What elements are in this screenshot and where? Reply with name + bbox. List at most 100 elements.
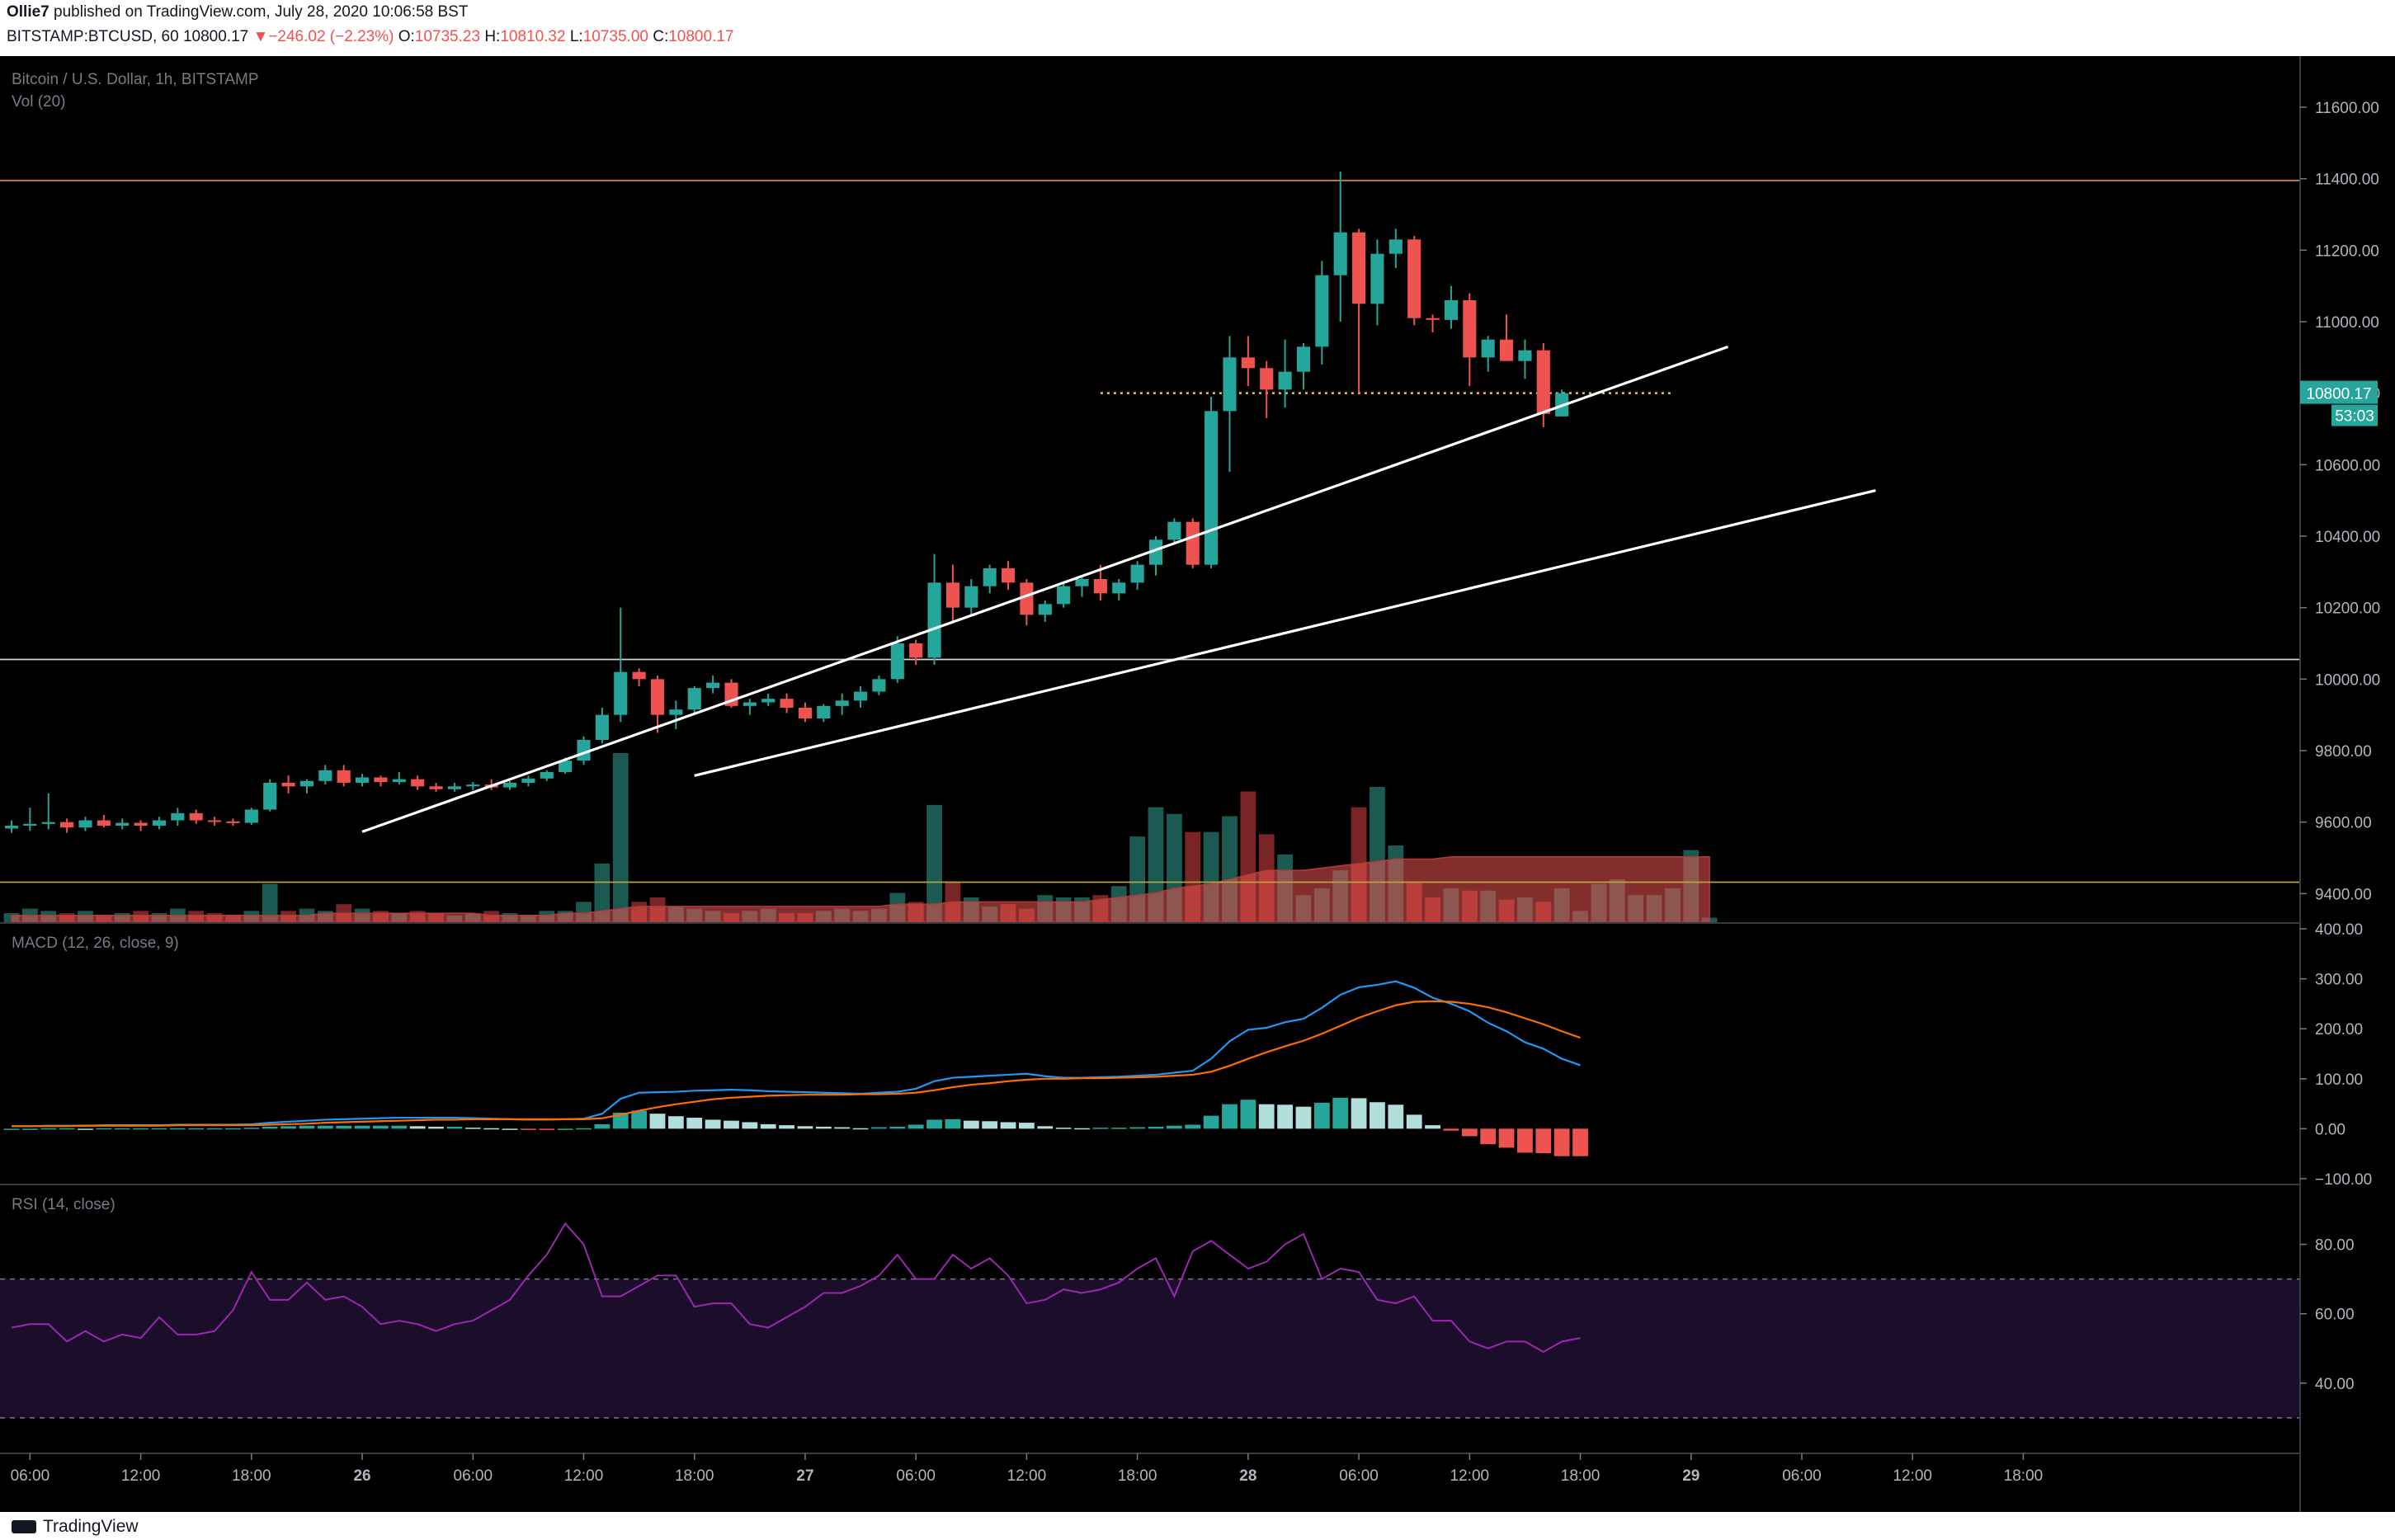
time-axis-label: 06:00 (896, 1467, 936, 1485)
time-axis-label: 06:00 (1339, 1467, 1379, 1485)
macd-histogram-bar (225, 1128, 241, 1130)
macd-histogram-bar (1406, 1114, 1422, 1129)
price-axis-label: 9800.00 (2315, 743, 2372, 761)
macd-histogram-bar (539, 1128, 555, 1130)
macd-histogram-bar (1388, 1104, 1404, 1129)
candle-body (502, 783, 517, 788)
candle-body (798, 708, 813, 718)
macd-histogram-bar (724, 1120, 739, 1129)
price-axis-label: 11600.00 (2315, 100, 2379, 117)
rsi-title: RSI (14, close) (12, 1196, 116, 1213)
time-axis-label: 29 (1682, 1467, 1700, 1485)
macd-axis-label: 300.00 (2315, 972, 2363, 989)
candle-body (337, 770, 351, 783)
time-axis-label: 12:00 (1893, 1467, 1932, 1485)
chart-header: Ollie7 published on TradingView.com, Jul… (0, 0, 2395, 56)
price-axis-label: 10000.00 (2315, 671, 2380, 689)
macd-histogram-bar (3, 1128, 20, 1130)
candle-body (263, 783, 277, 810)
candle-body (97, 820, 111, 826)
macd-histogram-bar (464, 1128, 481, 1129)
last-price: 10800.17 (182, 28, 249, 45)
macd-histogram-bar (797, 1126, 813, 1129)
macd-histogram-bar (96, 1128, 112, 1130)
candle-body (835, 700, 849, 706)
candle-body (208, 820, 222, 822)
bar-countdown: 53:03 (2335, 408, 2374, 426)
macd-histogram-bar (742, 1122, 758, 1129)
candle-body (817, 705, 831, 718)
tradingview-logo[interactable]: TradingView (12, 1517, 139, 1537)
candle-body (945, 582, 959, 608)
candle-body (4, 826, 19, 829)
candle-body (890, 643, 904, 680)
macd-histogram-bar (1332, 1097, 1349, 1129)
candle-body (614, 671, 628, 715)
macd-histogram-bar (520, 1128, 536, 1130)
candle-body (1352, 232, 1366, 304)
open-value: 10735.23 (414, 28, 481, 45)
candle-body (650, 679, 665, 715)
trendline (361, 345, 1729, 833)
volume-ma-area (11, 855, 1710, 923)
close-value: 10800.17 (668, 28, 734, 45)
candle-body (1148, 539, 1163, 565)
macd-histogram-bar (667, 1116, 684, 1129)
candle-body (1481, 339, 1495, 358)
candle-body (854, 691, 868, 701)
macd-histogram-bar (1222, 1104, 1238, 1129)
candle-body (1057, 586, 1071, 605)
macd-histogram-bar (926, 1119, 942, 1129)
candle-body (632, 671, 646, 680)
macd-axis-label: 0.00 (2315, 1121, 2345, 1138)
candle-body (1518, 350, 1532, 361)
macd-histogram-bar (1313, 1102, 1330, 1129)
candle-body (466, 784, 480, 787)
candle-body (1001, 568, 1016, 583)
rsi-axis-label: 60.00 (2315, 1307, 2355, 1324)
macd-histogram-bar (1535, 1128, 1552, 1154)
high-value: 10810.32 (500, 28, 566, 45)
symbol-label[interactable]: BITSTAMP:BTCUSD, 60 (7, 28, 179, 45)
candle-body (595, 714, 609, 740)
candle-body (189, 812, 203, 821)
tradingview-logo-icon (12, 1520, 36, 1533)
candle-body (1205, 411, 1219, 565)
macd-histogram-bar (1110, 1128, 1127, 1129)
candle-body (429, 786, 443, 789)
candle-body (1278, 371, 1292, 390)
macd-histogram-bar (59, 1128, 75, 1130)
rsi-axis-label: 80.00 (2315, 1237, 2355, 1255)
candle-body (244, 809, 258, 823)
chart-footer: TradingView (0, 1512, 2395, 1540)
candle-body (927, 582, 941, 658)
candle-body (983, 568, 997, 586)
candle-body (780, 699, 794, 708)
candle-body (1260, 368, 1274, 390)
macd-histogram-bar (151, 1128, 167, 1130)
macd-histogram-bar (1185, 1124, 1201, 1129)
macd-histogram-bar (1074, 1128, 1090, 1130)
candle-body (1407, 239, 1421, 318)
rsi-line (11, 1222, 1581, 1354)
candle-body (318, 770, 332, 781)
macd-histogram-bar (1203, 1115, 1219, 1129)
time-axis-label: 06:00 (454, 1467, 493, 1485)
price-axis-label: 10200.00 (2315, 600, 2380, 618)
macd-histogram-bar (1351, 1098, 1367, 1129)
macd-histogram-bar (78, 1128, 93, 1130)
candle-body (761, 699, 776, 703)
candle-body (1315, 275, 1329, 347)
price-axis-label: 10600.00 (2315, 457, 2380, 474)
macd-histogram-bar (1092, 1128, 1109, 1129)
author-name[interactable]: Ollie7 (7, 3, 50, 21)
candle-body (23, 823, 37, 826)
candle-body (1020, 582, 1034, 615)
macd-axis-label: 400.00 (2315, 921, 2363, 939)
macd-histogram-bar (243, 1128, 260, 1129)
macd-histogram-bar (188, 1128, 205, 1130)
chart-canvas[interactable]: 9400.00 9600.00 9800.00 10000.00 10200.00 104… (0, 56, 2395, 1512)
candle-body (687, 688, 701, 710)
macd-histogram-bar (502, 1128, 518, 1130)
macd-histogram-bar (889, 1126, 906, 1129)
